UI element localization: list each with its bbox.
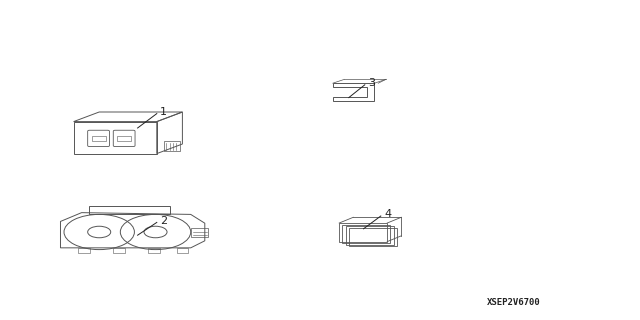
Text: XSEP2V6700: XSEP2V6700 [486,298,540,307]
Text: 1: 1 [160,107,167,117]
Bar [177,248,188,253]
Bar [92,136,106,141]
Text: 3: 3 [368,78,375,88]
Bar [164,141,180,151]
Text: 2: 2 [160,216,167,226]
Bar [78,248,90,253]
Bar [113,248,125,253]
Text: 4: 4 [384,209,391,220]
Bar [117,136,131,141]
Bar [148,248,160,253]
Bar [191,228,209,237]
